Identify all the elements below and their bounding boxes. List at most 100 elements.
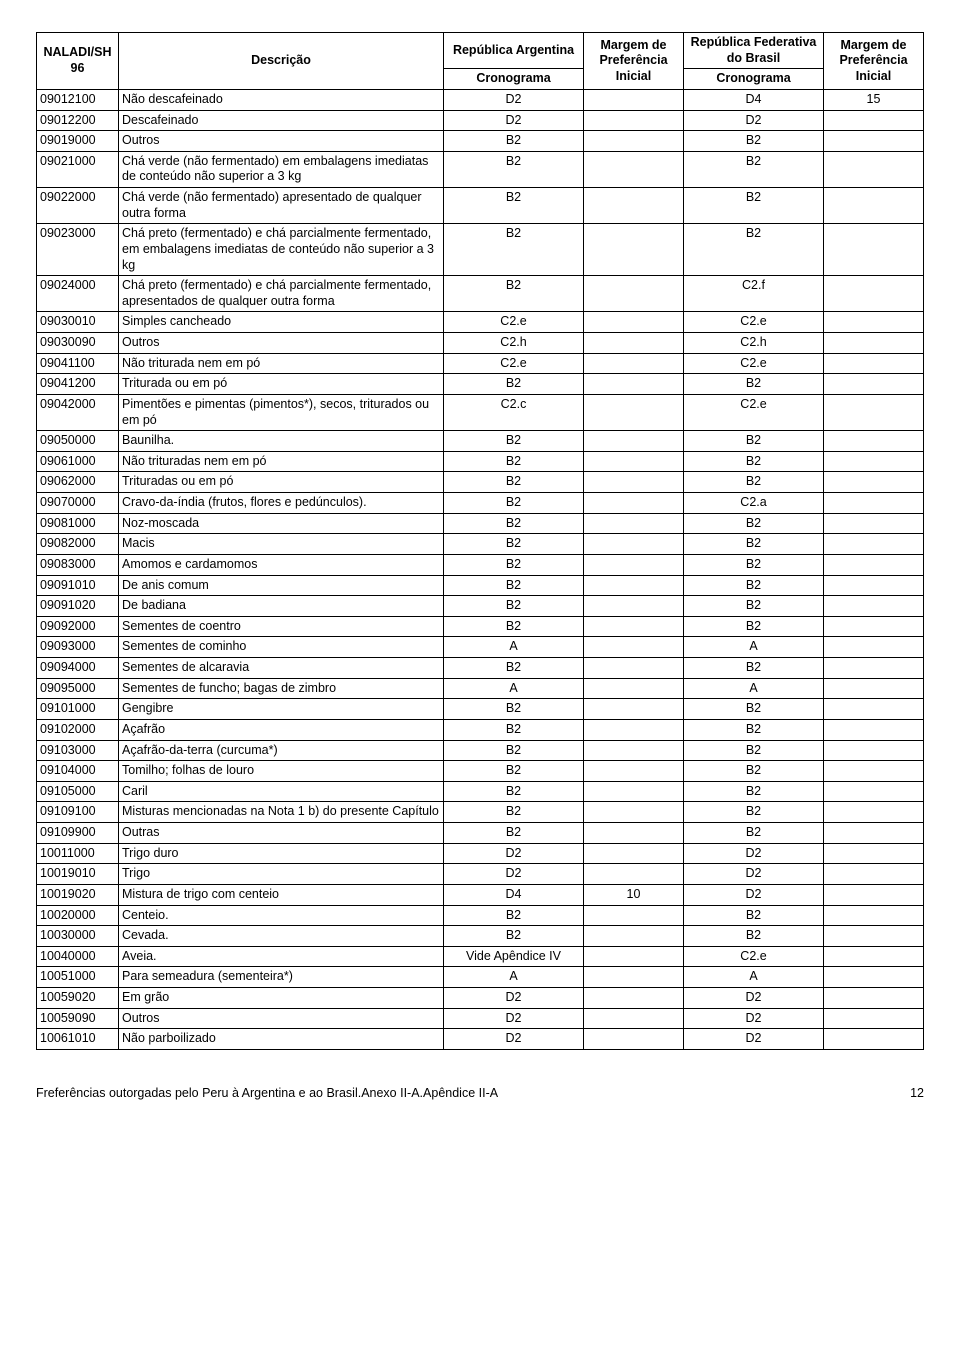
cell-desc: Pimentões e pimentas (pimentos*), secos,…: [119, 394, 444, 430]
cell-code: 10059090: [37, 1008, 119, 1029]
cell-margin-arg: [584, 658, 684, 679]
cell-margin-bra: [824, 1008, 924, 1029]
table-row: 09023000Chá preto (fermentado) e chá par…: [37, 224, 924, 276]
cell-code: 09095000: [37, 678, 119, 699]
table-row: 09082000MacisB2B2: [37, 534, 924, 555]
cell-crono-bra: D2: [684, 884, 824, 905]
cell-margin-bra: [824, 719, 924, 740]
cell-crono-bra: B2: [684, 188, 824, 224]
table-row: 09092000Sementes de coentroB2B2: [37, 616, 924, 637]
cell-code: 10020000: [37, 905, 119, 926]
cell-crono-bra: A: [684, 678, 824, 699]
table-row: 10059090OutrosD2D2: [37, 1008, 924, 1029]
cell-margin-arg: [584, 596, 684, 617]
cell-desc: Mistura de trigo com centeio: [119, 884, 444, 905]
cell-crono-arg: B2: [444, 575, 584, 596]
cell-margin-arg: [584, 312, 684, 333]
cell-code: 09091020: [37, 596, 119, 617]
cell-crono-arg: D2: [444, 988, 584, 1009]
cell-margin-bra: [824, 513, 924, 534]
cell-margin-bra: [824, 188, 924, 224]
cell-crono-arg: B2: [444, 802, 584, 823]
cell-crono-bra: B2: [684, 151, 824, 187]
cell-code: 09083000: [37, 554, 119, 575]
cell-margin-arg: [584, 431, 684, 452]
cell-desc: Gengibre: [119, 699, 444, 720]
cell-code: 09050000: [37, 431, 119, 452]
cell-desc: Chá preto (fermentado) e chá parcialment…: [119, 276, 444, 312]
cell-crono-bra: C2.e: [684, 312, 824, 333]
cell-crono-arg: B2: [444, 534, 584, 555]
cell-margin-bra: [824, 761, 924, 782]
cell-margin-bra: [824, 554, 924, 575]
header-naladi: NALADI/SH 96: [37, 33, 119, 90]
cell-crono-arg: D2: [444, 1008, 584, 1029]
cell-code: 09109900: [37, 823, 119, 844]
cell-code: 09030090: [37, 333, 119, 354]
cell-margin-bra: [824, 151, 924, 187]
cell-code: 09109100: [37, 802, 119, 823]
cell-desc: Outros: [119, 131, 444, 152]
cell-desc: Não parboilizado: [119, 1029, 444, 1050]
cell-code: 09104000: [37, 761, 119, 782]
cell-crono-arg: D2: [444, 864, 584, 885]
cell-crono-arg: C2.e: [444, 312, 584, 333]
cell-margin-bra: [824, 946, 924, 967]
cell-margin-bra: [824, 575, 924, 596]
cell-code: 09061000: [37, 451, 119, 472]
cell-crono-bra: C2.e: [684, 394, 824, 430]
cell-crono-bra: B2: [684, 596, 824, 617]
cell-margin-bra: [824, 333, 924, 354]
cell-code: 09012200: [37, 110, 119, 131]
cell-code: 09081000: [37, 513, 119, 534]
cell-crono-bra: C2.h: [684, 333, 824, 354]
cell-code: 09024000: [37, 276, 119, 312]
table-row: 09094000Sementes de alcaraviaB2B2: [37, 658, 924, 679]
header-brasil: República Federativa do Brasil: [684, 33, 824, 69]
table-row: 09012200DescafeinadoD2D2: [37, 110, 924, 131]
cell-code: 09012100: [37, 89, 119, 110]
cell-desc: De badiana: [119, 596, 444, 617]
cell-desc: Açafrão-da-terra (curcuma*): [119, 740, 444, 761]
cell-desc: Trituradas ou em pó: [119, 472, 444, 493]
cell-code: 09041200: [37, 374, 119, 395]
cell-margin-bra: [824, 637, 924, 658]
cell-code: 09102000: [37, 719, 119, 740]
cell-margin-bra: [824, 451, 924, 472]
table-body: 09012100Não descafeinadoD2D41509012200De…: [37, 89, 924, 1049]
cell-code: 09082000: [37, 534, 119, 555]
cell-crono-arg: A: [444, 967, 584, 988]
cell-margin-bra: [824, 658, 924, 679]
cell-margin-bra: [824, 374, 924, 395]
cell-desc: Não trituradas nem em pó: [119, 451, 444, 472]
table-row: 09070000Cravo-da-índia (frutos, flores e…: [37, 493, 924, 514]
cell-code: 10061010: [37, 1029, 119, 1050]
cell-margin-bra: [824, 312, 924, 333]
cell-margin-bra: [824, 864, 924, 885]
cell-desc: Simples cancheado: [119, 312, 444, 333]
cell-margin-arg: [584, 864, 684, 885]
cell-crono-arg: D2: [444, 843, 584, 864]
cell-code: 10019020: [37, 884, 119, 905]
cell-margin-arg: [584, 493, 684, 514]
cell-margin-bra: [824, 884, 924, 905]
cell-margin-arg: [584, 1008, 684, 1029]
cell-margin-bra: [824, 823, 924, 844]
cell-crono-bra: B2: [684, 740, 824, 761]
cell-margin-arg: [584, 472, 684, 493]
cell-crono-bra: D2: [684, 1008, 824, 1029]
cell-margin-arg: [584, 513, 684, 534]
table-row: 10051000Para semeadura (sementeira*)AA: [37, 967, 924, 988]
cell-crono-arg: D2: [444, 1029, 584, 1050]
cell-margin-arg: [584, 333, 684, 354]
cell-crono-bra: B2: [684, 658, 824, 679]
tariff-table: NALADI/SH 96 Descrição República Argenti…: [36, 32, 924, 1050]
cell-margin-arg: [584, 276, 684, 312]
cell-crono-arg: B2: [444, 276, 584, 312]
cell-code: 09103000: [37, 740, 119, 761]
cell-margin-bra: [824, 699, 924, 720]
cell-desc: De anis comum: [119, 575, 444, 596]
cell-crono-bra: B2: [684, 575, 824, 596]
cell-margin-arg: [584, 967, 684, 988]
cell-code: 09041100: [37, 353, 119, 374]
